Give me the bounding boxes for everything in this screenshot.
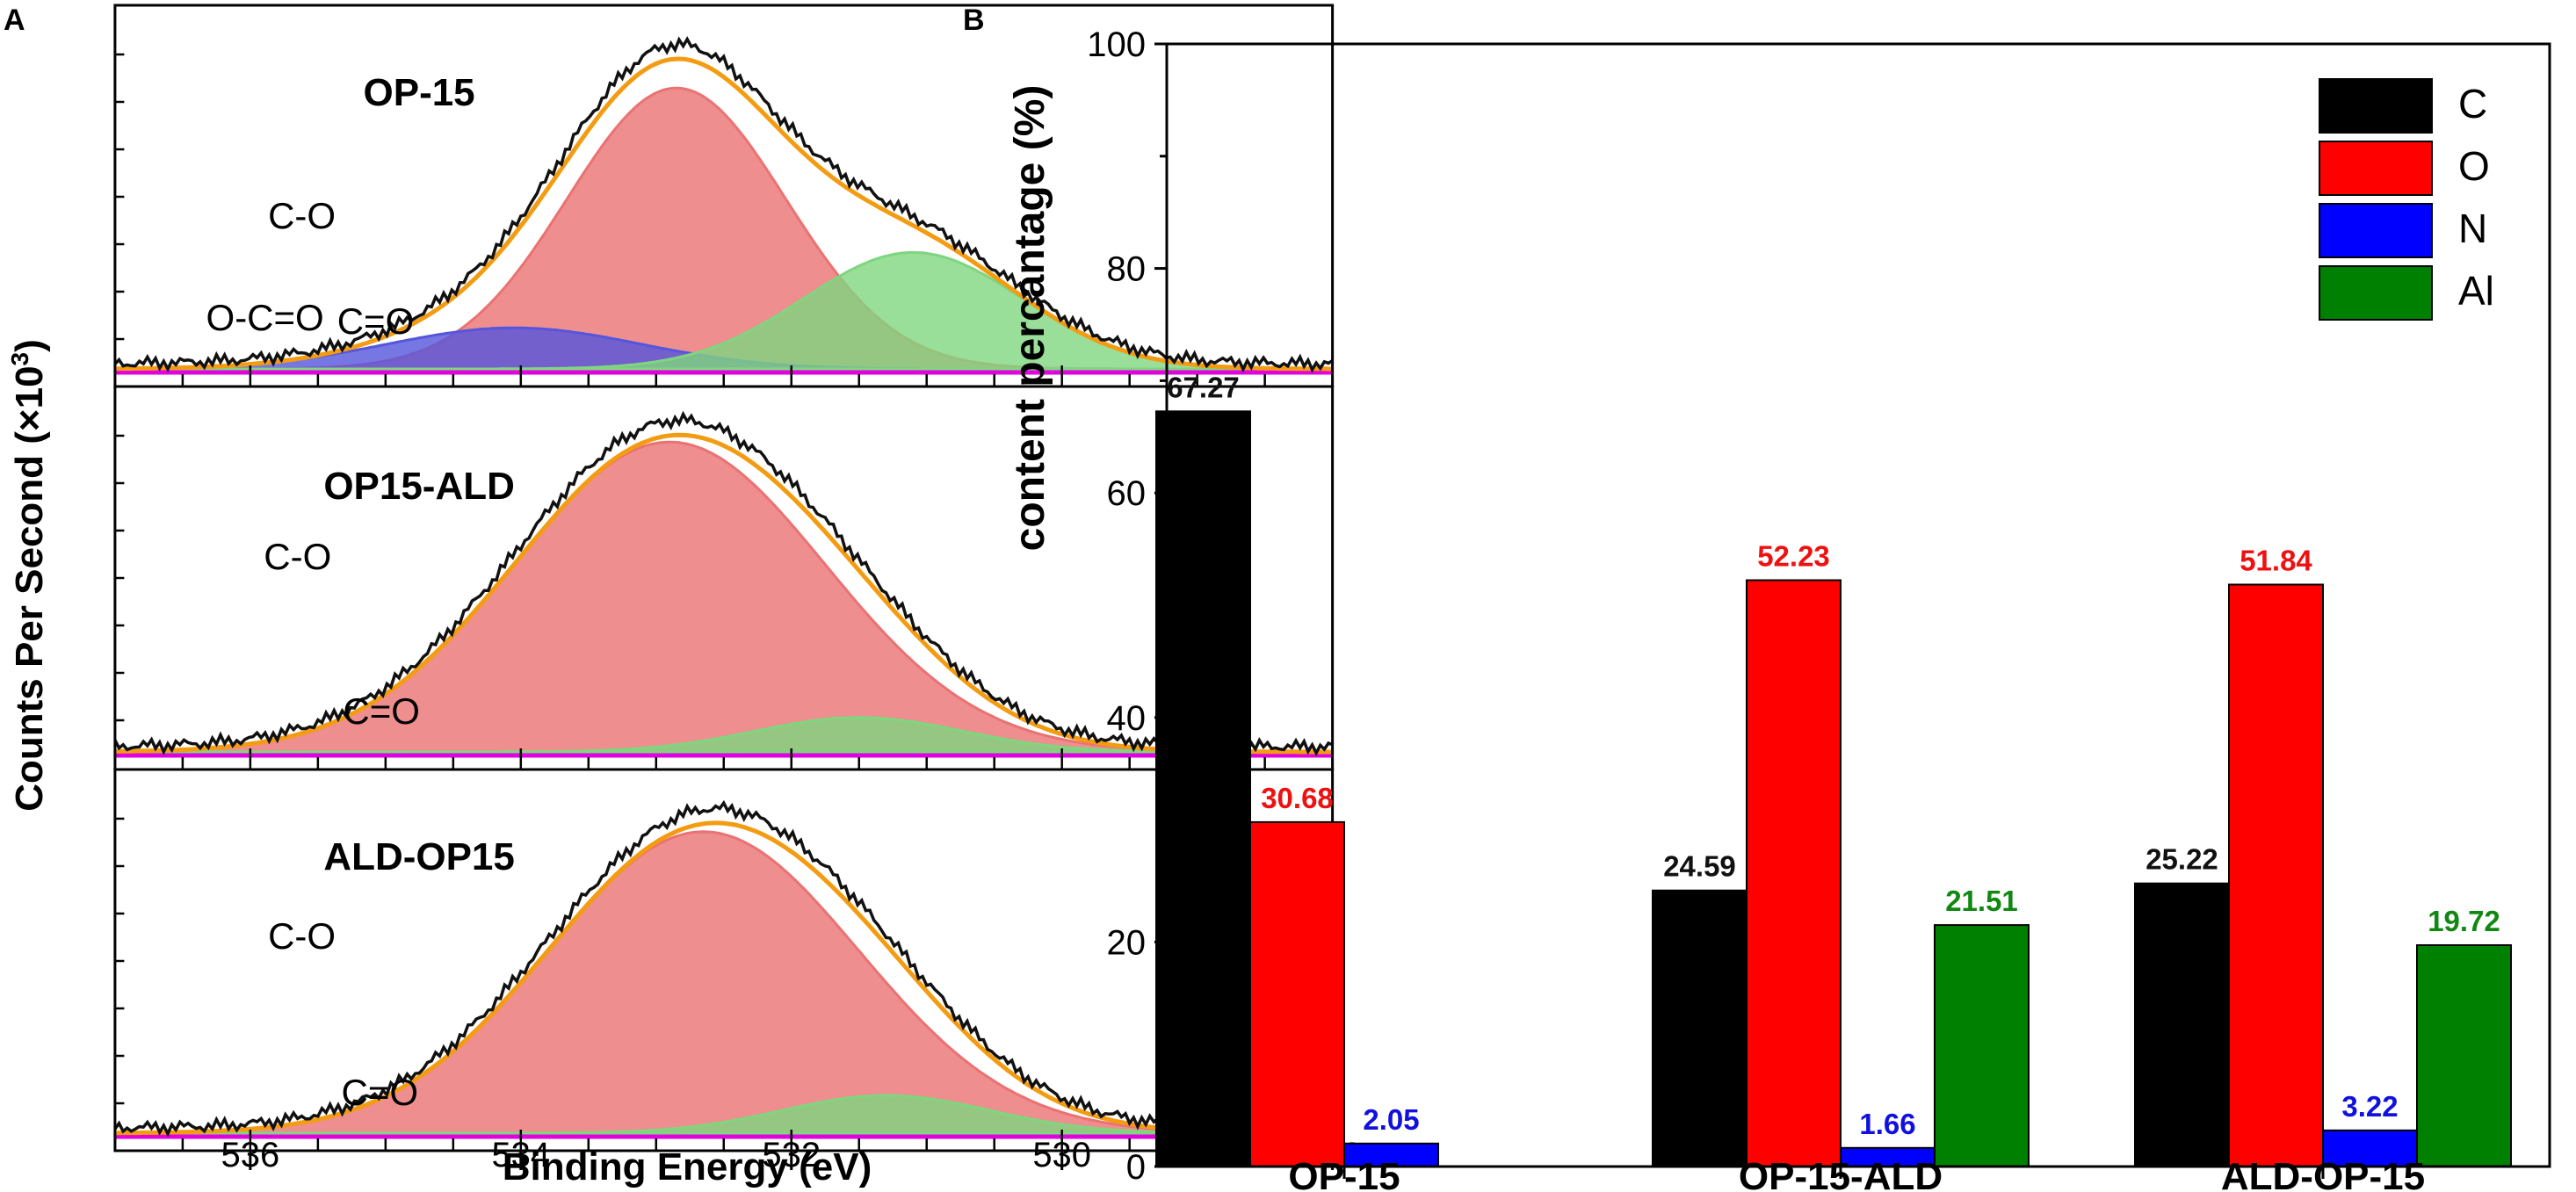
panel-b-letter: B [963, 4, 985, 37]
panel-b-y-axis-label: content percantage (%) [1007, 85, 1053, 552]
bar-o-2 [1746, 579, 1842, 1167]
data-label: 25.22 [2145, 843, 2218, 876]
raw-data-line [115, 803, 1333, 1134]
bar-o-3 [2228, 583, 2324, 1167]
spectrum-title: OP-15 [364, 71, 475, 114]
raw-data-line [115, 415, 1333, 754]
peak-co [114, 442, 1333, 752]
peak-label-co: C-O [268, 195, 336, 236]
data-label: 2.05 [1363, 1103, 1419, 1136]
bar-c-3 [2134, 882, 2230, 1168]
panel-a-letter: A [4, 4, 25, 37]
raw-data-line [115, 40, 1333, 370]
y-tick-label: 20 [1107, 923, 1147, 962]
bar-al-3 [2416, 943, 2512, 1167]
peak-label-oco: O-C=O [206, 297, 324, 338]
data-label: 67.27 [1167, 371, 1240, 403]
peak-label-co: C-O [268, 915, 336, 957]
data-label: 24.59 [1663, 850, 1736, 883]
spectrum-title: OP15-ALD [323, 465, 515, 508]
peak-label-cdo: C=O [342, 1072, 418, 1113]
legend-swatch-al [2319, 265, 2433, 321]
envelope-fit-line [115, 435, 1333, 752]
data-label: 3.22 [2341, 1090, 2398, 1123]
data-label: 52.23 [1757, 540, 1830, 573]
x-tick-label: 530 [1032, 1136, 1091, 1174]
spectrum-title: ALD-OP15 [323, 835, 515, 878]
data-label: 1.66 [1859, 1108, 1915, 1140]
panel-a-x-axis-label: Binding Energy (eV) [503, 1145, 872, 1188]
y-tick-label: 60 [1107, 474, 1147, 513]
data-label: 30.68 [1261, 782, 1334, 814]
panel-a: A OP-15C-OO-C=O C=OOP15-ALDC-OC=OALD-OP15… [4, 4, 1362, 1188]
x-tick-label: 534 [491, 1136, 550, 1174]
y-tick-label: 80 [1107, 250, 1147, 289]
spectrum-3: ALD-OP15 C-O C=O [115, 769, 1333, 1151]
legend-swatch-n [2319, 203, 2433, 258]
bar-al-2 [1934, 924, 2030, 1167]
bar-c-2 [1652, 889, 1747, 1167]
data-label: 19.72 [2428, 905, 2500, 937]
bar-c-1 [1155, 410, 1251, 1167]
panel-a-y-axis-label: Counts Per Second (×103) [6, 339, 51, 812]
x-tick-label: 536 [221, 1136, 280, 1174]
legend: CON Al [2319, 78, 2494, 321]
data-label: 21.51 [1945, 885, 2018, 917]
peak-label-cdo: C=O [343, 690, 419, 732]
spectrum-2: OP15-ALD C-O C=O [115, 386, 1333, 769]
legend-label-n: N [2458, 206, 2487, 251]
bar-n-1 [1343, 1142, 1439, 1168]
panel-b: B 67.2730.682.05OP-1524.5952.231.6621.51… [963, 4, 2551, 1192]
peak-label-cdo: C=O [337, 300, 414, 342]
y-tick-label: 0 [1126, 1148, 1146, 1187]
y-tick-label: 100 [1087, 25, 1146, 64]
legend-label-al: Al [2458, 268, 2494, 314]
legend-swatch-o [2319, 141, 2433, 196]
x-tick-label: 532 [762, 1136, 821, 1174]
peak-label-co: C-O [264, 536, 331, 577]
spectrum-1: OP-15 C-O O-C=O C=O [115, 5, 1333, 386]
data-label: 51.84 [2240, 544, 2312, 576]
legend-label-c: C [2458, 81, 2487, 126]
y-tick-label: 40 [1107, 699, 1147, 738]
peak-cdo [114, 1095, 1333, 1133]
legend-label-o: O [2458, 143, 2490, 189]
legend-swatch-c [2319, 78, 2433, 134]
bar-o-1 [1249, 820, 1345, 1167]
peak-co [114, 832, 1333, 1133]
